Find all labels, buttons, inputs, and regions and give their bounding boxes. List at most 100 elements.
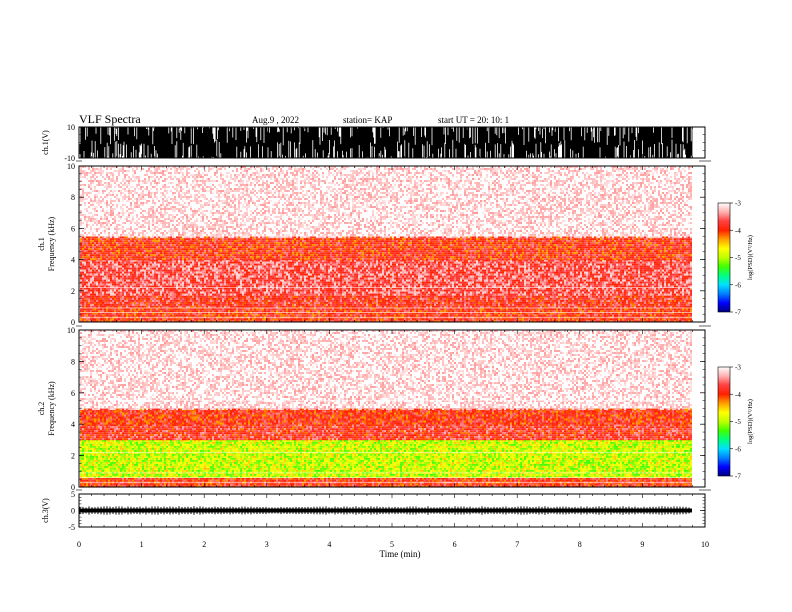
spectrogram-cell: [164, 318, 166, 320]
spectrogram-cell: [108, 304, 110, 306]
spectrogram-cell: [502, 296, 504, 298]
spectrogram-cell: [324, 298, 326, 300]
spectrogram-cell: [514, 296, 516, 298]
spectrogram-cell: [524, 318, 526, 320]
spectrogram-cell: [294, 308, 296, 310]
spectrogram-cell: [220, 314, 222, 316]
spectrogram-cell: [432, 308, 434, 310]
spectrogram-cell: [572, 302, 574, 304]
spectrogram-cell: [412, 308, 414, 310]
spectrogram-cell: [556, 318, 558, 320]
spectrogram-cell: [198, 300, 200, 302]
spectrogram-cell: [256, 298, 258, 300]
spectrogram-cell: [394, 306, 396, 308]
spectrogram-cell: [424, 306, 426, 308]
spectrogram-cell: [238, 296, 240, 298]
spectrogram-cell: [388, 298, 390, 300]
spectrogram-cell: [686, 310, 688, 312]
spectrogram-cell: [260, 308, 262, 310]
spectrogram-cell: [464, 310, 466, 312]
spectrogram-cell: [646, 298, 648, 300]
spectrogram-cell: [310, 308, 312, 310]
spectrogram-cell: [302, 318, 304, 320]
spectrogram-cell: [114, 298, 116, 300]
spectrogram-cell: [204, 314, 206, 316]
spectrogram-cell: [570, 296, 572, 298]
spectrogram-cell: [592, 306, 594, 308]
spectrogram-cell: [326, 298, 328, 300]
spectrogram-cell: [376, 310, 378, 312]
spectrogram-cell: [604, 310, 606, 312]
spectrogram-cell: [174, 308, 176, 310]
spectrogram-cell: [488, 318, 490, 320]
spectrogram-cell: [106, 300, 108, 302]
spectrogram-cell: [462, 310, 464, 312]
spectrogram-cell: [294, 318, 296, 320]
spectrogram-cell: [684, 302, 686, 304]
spectrogram-cell: [360, 300, 362, 302]
spectrogram-cell: [376, 300, 378, 302]
spectrogram-cell: [344, 310, 346, 312]
spectrogram-cell: [336, 304, 338, 306]
spectrogram-cell: [390, 314, 392, 316]
spectrogram-cell: [650, 300, 652, 302]
spectrogram-cell: [610, 318, 612, 320]
spectrogram-cell: [318, 302, 320, 304]
spectrogram-cell: [376, 306, 378, 308]
spectrogram-cell: [88, 310, 90, 312]
spectrogram-cell: [616, 308, 618, 310]
spectrogram-cell: [294, 296, 296, 298]
spectrogram-cell: [160, 310, 162, 312]
spectrogram-cell: [372, 298, 374, 300]
spectrogram-cell: [148, 310, 150, 312]
spectrogram-cell: [182, 302, 184, 304]
spectrogram-cell: [242, 304, 244, 306]
spectrogram-cell: [196, 304, 198, 306]
spectrogram-cell: [628, 308, 630, 310]
spectrogram-cell: [592, 310, 594, 312]
spectrogram-cell: [112, 302, 114, 304]
spectrogram-cell: [114, 302, 116, 304]
spectrogram-cell: [524, 304, 526, 306]
spectrogram-cell: [626, 300, 628, 302]
spectrogram-cell: [530, 302, 532, 304]
spectrogram-cell: [288, 298, 290, 300]
spectrogram-cell: [588, 296, 590, 298]
spectrogram-cell: [424, 310, 426, 312]
spectrogram-cell: [394, 310, 396, 312]
spectrogram-cell: [278, 298, 280, 300]
spectrogram-cell: [380, 300, 382, 302]
spectrogram-cell: [196, 306, 198, 308]
spectrogram-cell: [658, 302, 660, 304]
spectrogram-cell: [150, 302, 152, 304]
spectrogram-cell: [300, 296, 302, 298]
spectrogram-cell: [196, 308, 198, 310]
spectrogram-cell: [330, 296, 332, 298]
spectrogram-cell: [304, 300, 306, 302]
spectrogram-cell: [112, 298, 114, 300]
spectrogram-cell: [382, 308, 384, 310]
spectrogram-cell: [218, 308, 220, 310]
spectrogram-cell: [116, 308, 118, 310]
spectrogram-cell: [124, 306, 126, 308]
spectrogram-cell: [614, 296, 616, 298]
spectrogram-cell: [156, 308, 158, 310]
spectrogram-cell: [242, 314, 244, 316]
spectrogram-cell: [154, 298, 156, 300]
spectrogram-cell: [446, 300, 448, 302]
spectrogram-cell: [118, 298, 120, 300]
spectrogram-cell: [120, 306, 122, 308]
spectrogram-cell: [382, 296, 384, 298]
spectrogram-cell: [356, 300, 358, 302]
spectrogram-cell: [108, 314, 110, 316]
spectrogram-cell: [422, 318, 424, 320]
spectrogram-cell: [500, 296, 502, 298]
spectrogram-cell: [652, 298, 654, 300]
spectrogram-cell: [612, 298, 614, 300]
spectrogram-cell: [474, 302, 476, 304]
spectrogram-cell: [668, 300, 670, 302]
spectrogram-cell: [148, 300, 150, 302]
spectrogram-cell: [496, 310, 498, 312]
spectrogram-cell: [82, 306, 84, 308]
spectrogram-cell: [308, 302, 310, 304]
